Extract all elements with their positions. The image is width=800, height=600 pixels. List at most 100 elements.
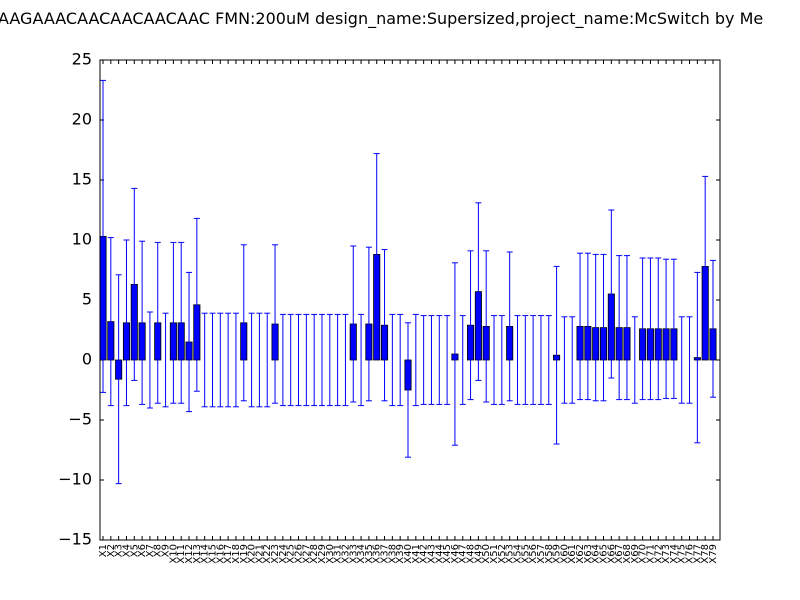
x-tick-label: X41: [411, 544, 422, 564]
x-tick-label: X18: [231, 544, 242, 564]
error-bar: [162, 312, 169, 408]
error-bar: [553, 265, 560, 445]
y-tick-label: 25: [72, 50, 92, 69]
x-tick-label: X20: [247, 544, 258, 564]
error-bar: [600, 253, 607, 402]
error-bar: [537, 315, 544, 405]
x-tick-label: X76: [685, 544, 696, 564]
y-tick-label: 5: [82, 290, 92, 309]
error-bar: [272, 244, 279, 404]
error-bar: [139, 240, 146, 405]
x-tick-label: X51: [489, 544, 500, 564]
x-tick-label: X69: [630, 544, 641, 564]
error-bar: [514, 315, 521, 405]
x-tick-label: X6: [137, 544, 148, 557]
y-tick-label: 10: [72, 230, 92, 249]
error-bar: [232, 312, 239, 408]
x-tick-label: X72: [653, 544, 664, 564]
x-tick-label: X64: [591, 544, 602, 564]
error-bar: [131, 187, 138, 381]
error-bar: [100, 79, 106, 393]
error-bar: [616, 255, 623, 401]
x-tick-label: X38: [387, 544, 398, 564]
x-tick-label: X17: [223, 544, 234, 564]
error-bar: [303, 313, 310, 407]
error-bar: [389, 313, 396, 407]
error-bar: [217, 312, 224, 408]
error-bar: [444, 315, 451, 405]
error-bar: [334, 313, 341, 407]
x-tick-label: X21: [254, 544, 265, 564]
x-tick-label: X1: [98, 544, 109, 557]
error-bar: [678, 316, 685, 404]
error-bar: [561, 316, 568, 404]
x-tick-label: X52: [497, 544, 508, 564]
error-bar: [178, 241, 185, 404]
x-tick-label: X12: [184, 544, 195, 564]
error-bar: [647, 257, 654, 401]
x-tick-label: X50: [481, 544, 492, 564]
error-bar: [154, 241, 161, 404]
error-bar: [569, 316, 576, 404]
error-bar: [146, 311, 153, 409]
error-bar: [584, 252, 591, 401]
x-tick-label: X22: [262, 544, 273, 564]
error-bar: [373, 153, 380, 356]
error-bar: [670, 258, 677, 399]
x-tick-label: X40: [403, 544, 414, 564]
x-tick-label: X71: [645, 544, 656, 564]
error-bar: [483, 250, 490, 403]
error-bar: [428, 315, 435, 405]
chart-title: AAGAAACAACAACAACAAC FMN:200uM design_nam…: [0, 9, 763, 29]
x-tick-label: X48: [466, 544, 477, 564]
x-tick-label: X34: [356, 544, 367, 564]
error-bar: [256, 312, 263, 408]
x-tick-label: X14: [200, 544, 211, 564]
error-bar: [710, 259, 716, 398]
error-bar: [358, 313, 365, 407]
error-bar: [663, 258, 670, 399]
error-bar: [608, 209, 615, 379]
y-tick-label: −10: [58, 470, 92, 489]
x-tick-label: X36: [372, 544, 383, 564]
error-bar: [412, 313, 419, 407]
error-bar: [311, 313, 318, 407]
error-bar: [342, 313, 349, 407]
x-tick-label: X66: [606, 544, 617, 564]
x-tick-label: X47: [458, 544, 469, 564]
error-bar: [209, 312, 216, 408]
error-bar: [123, 239, 130, 407]
x-tick-label: X10: [168, 544, 179, 564]
x-tick-label: X62: [575, 544, 586, 564]
error-bar: [279, 313, 286, 407]
x-tick-label: X73: [661, 544, 672, 564]
error-bar: [365, 246, 372, 402]
x-tick-label: X28: [309, 544, 320, 564]
error-bar: [318, 313, 325, 407]
x-tick-label: X16: [215, 544, 226, 564]
error-bar: [522, 315, 529, 405]
x-tick-label: X79: [708, 544, 719, 564]
x-tick-label: X24: [278, 544, 289, 564]
x-tick-label: X29: [317, 544, 328, 564]
x-tick-label: X30: [325, 544, 336, 564]
x-tick-label: X70: [638, 544, 649, 564]
x-tick-label: X68: [622, 544, 633, 564]
error-bar: [186, 271, 193, 413]
x-tick-label: X55: [520, 544, 531, 564]
x-tick-label: X7: [145, 544, 156, 557]
error-bar: [702, 175, 709, 357]
error-bar: [326, 313, 333, 407]
x-tick-label: X8: [153, 544, 164, 557]
error-bar: [381, 249, 388, 402]
x-tick-label: X39: [395, 544, 406, 564]
error-bar: [405, 322, 411, 458]
error-bar: [623, 255, 630, 401]
error-bar: [467, 250, 474, 401]
x-tick-label: X77: [692, 544, 703, 564]
x-tick-label: X44: [434, 544, 445, 564]
x-tick-label: X19: [239, 544, 250, 564]
error-bar: [201, 312, 208, 408]
x-tick-label: X75: [677, 544, 688, 564]
